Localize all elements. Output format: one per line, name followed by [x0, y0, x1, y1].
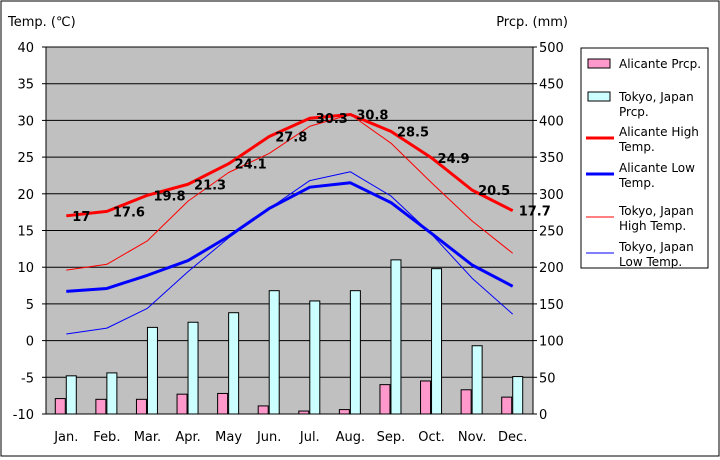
y-right-tick-label: 450 — [539, 78, 564, 93]
data-label-alicante-high: 28.5 — [397, 125, 429, 140]
bar-tokyo-prcp — [65, 375, 77, 415]
bar-tokyo-prcp — [228, 312, 240, 415]
y-left-tick-label: 15 — [17, 225, 34, 240]
legend-label: Alicante High — [619, 125, 699, 139]
y-left-tick-label: 10 — [17, 261, 34, 276]
data-label-alicante-high: 30.8 — [356, 109, 388, 124]
bar-alicante-prcp — [501, 396, 513, 415]
x-tick-label: May — [215, 430, 242, 445]
data-label-alicante-high: 20.5 — [478, 184, 510, 199]
bar-alicante-prcp — [379, 384, 391, 415]
legend-box — [580, 47, 709, 269]
y-right-tick-label: 100 — [539, 335, 564, 350]
data-label-alicante-high: 17.6 — [113, 205, 145, 220]
bar-tokyo-prcp — [268, 290, 280, 415]
data-label-alicante-high: 24.1 — [235, 158, 267, 173]
legend-swatch — [587, 91, 611, 102]
bar-alicante-prcp — [460, 389, 472, 415]
y-left-tick-label: 0 — [26, 335, 34, 350]
x-tick-label: Sep. — [377, 430, 406, 445]
x-tick-label: Jan. — [53, 430, 78, 445]
x-tick-label: Jul. — [299, 430, 320, 445]
line-alicante-high-temp — [66, 113, 514, 218]
y-left-tick-label: 25 — [17, 151, 34, 166]
x-tick-label: Apr. — [175, 430, 200, 445]
legend-label: Temp. — [618, 176, 655, 190]
x-tick-label: Feb. — [93, 430, 120, 445]
data-label-alicante-high: 30.3 — [316, 112, 348, 127]
bar-alicante-prcp — [54, 398, 66, 415]
data-label-alicante-high: 27.8 — [275, 131, 307, 146]
legend-label: Tokyo, Japan — [618, 204, 694, 218]
y-right-tick-label: 350 — [539, 151, 564, 166]
x-tick-label: Oct. — [418, 430, 445, 445]
legend-label: Tokyo, Japan — [618, 90, 694, 104]
legend-label: Prcp. — [619, 105, 649, 119]
legend-label: High Temp. — [619, 219, 686, 233]
bar-tokyo-prcp — [512, 376, 524, 415]
y-right-tick-label: 500 — [539, 41, 564, 56]
x-tick-label: Jun. — [256, 430, 281, 445]
bar-alicante-prcp — [95, 398, 107, 415]
y-axis-left-title: Temp. (℃) — [7, 15, 76, 30]
y-right-tick-label: 300 — [539, 188, 564, 203]
y-left-tick-label: -10 — [13, 408, 34, 423]
legend-label: Tokyo, Japan — [618, 240, 694, 254]
line-alicante-low-temp — [66, 181, 514, 293]
y-left-tick-label: 5 — [26, 298, 34, 313]
bar-alicante-prcp — [176, 393, 188, 415]
y-right-tick-label: 150 — [539, 298, 564, 313]
y-left-tick-label: 35 — [17, 78, 34, 93]
legend-swatch — [587, 58, 611, 69]
data-label-alicante-high: 24.9 — [438, 152, 470, 167]
legend-label: Low Temp. — [619, 255, 682, 269]
bar-alicante-prcp — [135, 398, 147, 415]
legend-label: Alicante Low — [619, 161, 695, 175]
y-right-tick-label: 50 — [539, 371, 556, 386]
legend-label: Alicante Prcp. — [619, 57, 701, 71]
x-tick-label: Aug. — [336, 430, 366, 445]
data-label-alicante-high: 19.8 — [153, 189, 185, 204]
y-left-tick-label: 40 — [17, 41, 34, 56]
x-tick-label: Mar. — [134, 430, 161, 445]
legend-label: Temp. — [618, 140, 655, 154]
line-tokyo-japan-high-temp — [66, 114, 514, 271]
bar-alicante-prcp — [257, 405, 269, 415]
bar-tokyo-prcp — [309, 300, 321, 415]
x-tick-label: Nov. — [458, 430, 487, 445]
data-label-alicante-high: 17 — [72, 210, 90, 225]
bar-alicante-prcp — [338, 409, 350, 415]
bar-tokyo-prcp — [349, 290, 361, 415]
bar-tokyo-prcp — [187, 321, 199, 415]
bar-tokyo-prcp — [471, 345, 483, 415]
y-left-tick-label: 20 — [17, 188, 34, 203]
bar-tokyo-prcp — [146, 326, 158, 415]
y-left-tick-label: 30 — [17, 114, 34, 129]
y-right-tick-label: 400 — [539, 114, 564, 129]
bar-alicante-prcp — [217, 392, 229, 415]
data-label-alicante-high: 17.7 — [519, 205, 551, 220]
y-right-tick-label: 250 — [539, 225, 564, 240]
bar-tokyo-prcp — [106, 372, 118, 415]
y-right-tick-label: 200 — [539, 261, 564, 276]
y-axis-right-title: Prcp. (mm) — [496, 15, 568, 30]
x-tick-label: Dec. — [498, 430, 527, 445]
bar-tokyo-prcp — [431, 268, 443, 415]
bar-tokyo-prcp — [390, 259, 402, 415]
line-tokyo-japan-low-temp — [66, 171, 514, 335]
bar-alicante-prcp — [420, 380, 432, 415]
y-left-tick-label: -5 — [21, 371, 34, 386]
data-label-alicante-high: 21.3 — [194, 178, 226, 193]
y-right-tick-label: 0 — [539, 408, 547, 423]
